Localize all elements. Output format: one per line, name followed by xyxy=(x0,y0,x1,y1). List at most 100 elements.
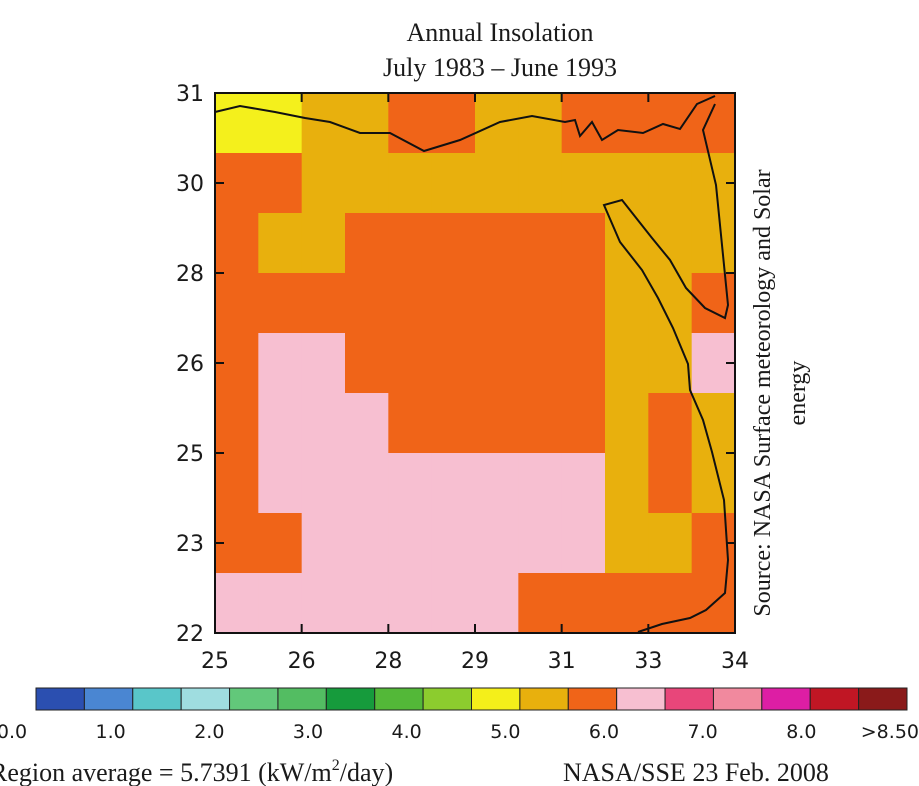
colorbar-swatch xyxy=(374,687,424,711)
heatmap-cell xyxy=(431,393,476,454)
heatmap-cell xyxy=(561,513,606,574)
heatmap-cell xyxy=(561,573,606,634)
heatmap-cell xyxy=(345,513,389,574)
heatmap-cell xyxy=(431,333,476,394)
heatmap-cell xyxy=(345,333,389,394)
colorbar-swatch xyxy=(858,687,908,711)
y-tick-label: 31 xyxy=(176,82,204,107)
x-tick-label: 31 xyxy=(548,649,576,674)
heatmap-cell xyxy=(301,153,346,214)
heatmap-cell xyxy=(215,213,259,274)
x-tick-label: 26 xyxy=(288,649,316,674)
colorbar-label: 6.0 xyxy=(589,721,619,743)
heatmap-cell xyxy=(431,153,476,214)
colorbar-swatch xyxy=(519,687,569,711)
heatmap-cell xyxy=(561,453,606,514)
heatmap-cell xyxy=(388,453,433,514)
heatmap-cell xyxy=(388,273,433,334)
colorbar-label: >8.50 xyxy=(861,721,919,743)
heatmap-cells xyxy=(215,93,736,634)
source-label-line2: energy xyxy=(785,361,811,426)
colorbar-swatch xyxy=(567,687,618,711)
colorbar-swatch xyxy=(809,687,860,711)
x-tick-label: 33 xyxy=(634,649,662,674)
heatmap-cell xyxy=(345,453,389,514)
heatmap-cell xyxy=(561,213,606,274)
colorbar-label: 8.0 xyxy=(786,721,816,743)
heatmap-cell xyxy=(258,333,303,394)
heatmap-cell xyxy=(215,273,259,334)
heatmap-cell xyxy=(388,573,433,634)
heatmap-cell xyxy=(431,453,476,514)
heatmap-cell xyxy=(388,213,433,274)
heatmap-cell xyxy=(691,393,736,454)
colorbar-label: 1.0 xyxy=(96,721,126,743)
heatmap-cell xyxy=(345,213,389,274)
x-tick-labels: 25 26 28 29 31 33 34 xyxy=(201,649,749,674)
heatmap-cell xyxy=(475,213,519,274)
heatmap-cell xyxy=(518,213,563,274)
heatmap-cell xyxy=(518,273,563,334)
heatmap-cell xyxy=(518,93,563,154)
heatmap-cell xyxy=(345,273,389,334)
heatmap-cell xyxy=(691,213,736,274)
colorbar-swatch xyxy=(616,687,666,711)
heatmap-cell xyxy=(648,153,693,214)
heatmap-cell xyxy=(518,393,563,454)
region-average-text: Region average = 5.7391 (kW/m2/day) xyxy=(0,757,393,786)
heatmap-cell xyxy=(475,453,519,514)
heatmap-cell xyxy=(648,573,693,634)
x-tick-label: 29 xyxy=(461,649,489,674)
heatmap-cell xyxy=(345,393,389,454)
heatmap-cell xyxy=(648,333,693,394)
heatmap-cell xyxy=(648,513,693,574)
x-tick-label: 28 xyxy=(374,649,402,674)
heatmap-cell xyxy=(605,513,649,574)
heatmap-cell xyxy=(258,393,303,454)
heatmap-cell xyxy=(605,393,649,454)
heatmap-cell xyxy=(388,333,433,394)
colorbar-label: 7.0 xyxy=(688,721,718,743)
heatmap-cell xyxy=(605,333,649,394)
heatmap-cell xyxy=(301,513,346,574)
heatmap-cell xyxy=(518,453,563,514)
heatmap-cell xyxy=(648,393,693,454)
y-tick-label: 28 xyxy=(176,262,204,287)
heatmap-cell xyxy=(648,453,693,514)
heatmap-cell xyxy=(301,273,346,334)
heatmap-cell xyxy=(605,93,649,154)
heatmap-cell xyxy=(258,453,303,514)
heatmap-cell xyxy=(518,333,563,394)
heatmap-cell xyxy=(388,513,433,574)
heatmap-cell xyxy=(301,393,346,454)
x-tick-label: 34 xyxy=(721,649,749,674)
heatmap-cell xyxy=(345,93,389,154)
y-tick-label: 26 xyxy=(176,352,204,377)
colorbar-swatch xyxy=(83,687,134,711)
colorbar-swatch xyxy=(180,687,231,711)
region-average-suffix: /day) xyxy=(340,758,393,786)
heatmap-cell xyxy=(215,573,259,634)
heatmap-cell xyxy=(431,573,476,634)
colorbar-swatch xyxy=(277,687,327,711)
heatmap-cell xyxy=(301,333,346,394)
heatmap-cell xyxy=(691,273,736,334)
colorbar-swatch xyxy=(132,687,182,711)
colorbar-swatch xyxy=(712,687,763,711)
heatmap-cell xyxy=(431,213,476,274)
y-tick-label: 23 xyxy=(176,532,204,557)
heatmap-cell xyxy=(605,153,649,214)
heatmap-cell xyxy=(215,393,259,454)
colorbar-swatch xyxy=(35,687,85,711)
colorbar-swatch xyxy=(325,687,376,711)
colorbar-label: 0.0 xyxy=(0,721,27,743)
colorbar-swatch xyxy=(761,687,811,711)
heatmap-cell xyxy=(648,93,693,154)
heatmap-cell xyxy=(258,153,303,214)
heatmap-cell xyxy=(518,573,563,634)
colorbar-swatch xyxy=(422,687,472,711)
heatmap-cell xyxy=(301,93,346,154)
region-average-prefix: Region average = 5.7391 (kW/m xyxy=(0,758,332,786)
y-tick-label: 22 xyxy=(176,622,204,647)
